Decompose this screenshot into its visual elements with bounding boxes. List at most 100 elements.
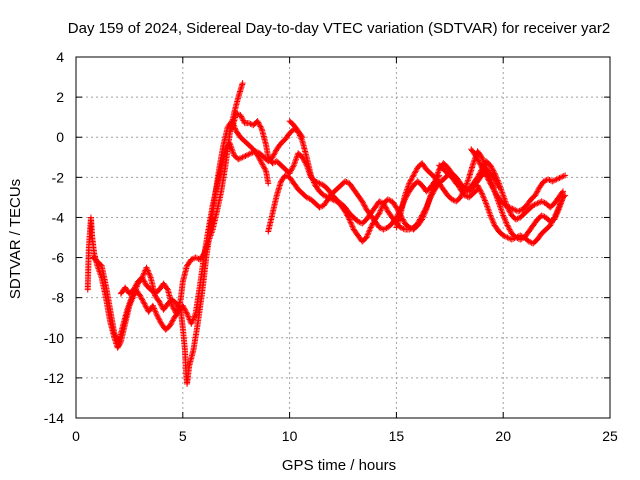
- data-point-marker: [558, 198, 565, 205]
- data-point-marker: [507, 227, 514, 234]
- data-point-marker: [335, 199, 342, 206]
- data-point-marker: [457, 194, 464, 201]
- data-point-marker: [513, 234, 520, 241]
- data-point-marker: [235, 156, 242, 163]
- data-point-marker: [242, 152, 249, 159]
- data-point-marker: [488, 164, 495, 171]
- data-point-marker: [137, 293, 144, 300]
- data-point-marker: [413, 166, 420, 173]
- data-point-marker: [270, 151, 277, 158]
- data-point-marker: [378, 206, 385, 213]
- data-point-marker: [349, 223, 356, 230]
- data-point-marker: [347, 217, 354, 224]
- data-point-marker: [184, 312, 191, 319]
- data-point-marker: [138, 295, 145, 302]
- data-point-marker: [458, 191, 465, 198]
- data-point-marker: [489, 218, 496, 225]
- data-point-marker: [480, 168, 487, 175]
- data-point-marker: [111, 330, 118, 337]
- grid-layer: [76, 57, 610, 418]
- data-point-marker: [555, 205, 562, 212]
- data-point-marker: [139, 296, 146, 303]
- data-point-marker: [532, 191, 539, 198]
- data-point-marker: [546, 177, 553, 184]
- data-point-marker: [185, 313, 192, 320]
- data-point-marker: [367, 224, 374, 231]
- data-point-marker: [491, 188, 498, 195]
- data-point-marker: [146, 271, 153, 278]
- data-point-marker: [342, 178, 349, 185]
- data-point-marker: [540, 213, 547, 220]
- data-point-marker: [188, 319, 195, 326]
- data-point-marker: [473, 153, 480, 160]
- data-point-marker: [562, 172, 569, 179]
- tick-layer: 0 5 10 15 20 25 -14 -12 -10 -8 -6 -4 -2 0 2 4: [44, 49, 618, 444]
- data-point-marker: [363, 234, 370, 241]
- y-tick-label: -10: [44, 330, 64, 346]
- data-point-marker: [183, 309, 190, 316]
- series-track-f: [286, 118, 502, 233]
- data-point-marker: [149, 302, 156, 309]
- y-tick-label: -4: [52, 209, 65, 225]
- data-point-marker: [376, 224, 383, 231]
- data-point-marker: [188, 320, 195, 327]
- data-point-marker: [553, 210, 560, 217]
- data-point-marker: [322, 193, 329, 200]
- data-point-marker: [323, 193, 330, 200]
- data-point-marker: [553, 176, 560, 183]
- series-track-c: [117, 80, 246, 317]
- data-point-marker: [547, 222, 554, 229]
- data-point-marker: [192, 312, 199, 319]
- data-point-marker: [487, 213, 494, 220]
- data-point-marker: [311, 180, 318, 187]
- data-point-marker: [254, 118, 261, 125]
- data-point-marker: [540, 178, 547, 185]
- data-point-marker: [525, 238, 532, 245]
- data-point-marker: [258, 158, 265, 165]
- data-point-marker: [502, 202, 509, 209]
- data-point-marker: [238, 113, 245, 120]
- data-point-marker: [478, 154, 485, 161]
- data-point-marker: [383, 205, 390, 212]
- data-point-marker: [190, 316, 197, 323]
- data-point-marker: [548, 219, 555, 226]
- data-point-marker: [151, 306, 158, 313]
- data-point-marker: [348, 222, 355, 229]
- data-point-marker: [316, 204, 323, 211]
- data-point-marker: [491, 170, 498, 177]
- data-point-marker: [557, 174, 564, 181]
- data-point-marker: [252, 148, 259, 155]
- data-point-marker: [151, 305, 158, 312]
- data-point-marker: [262, 166, 269, 173]
- data-point-marker: [429, 190, 436, 197]
- data-point-marker: [477, 153, 484, 160]
- data-point-marker: [181, 305, 188, 312]
- data-point-marker: [362, 203, 369, 210]
- data-point-marker: [551, 214, 558, 221]
- data-point-marker: [191, 313, 198, 320]
- data-point-marker: [550, 215, 557, 222]
- series-track-h: [436, 158, 567, 223]
- data-point-marker: [476, 170, 483, 177]
- data-point-marker: [487, 212, 494, 219]
- x-tick-label: 10: [282, 428, 298, 444]
- data-point-marker: [500, 232, 507, 239]
- data-point-marker: [311, 179, 318, 186]
- data-point-marker: [346, 216, 353, 223]
- data-point-marker: [140, 299, 147, 306]
- data-point-marker: [298, 136, 305, 143]
- data-point-marker: [145, 268, 152, 275]
- data-point-marker: [481, 169, 488, 176]
- data-point-marker: [416, 216, 423, 223]
- data-point-marker: [261, 165, 268, 172]
- data-point-marker: [487, 180, 494, 187]
- data-point-marker: [494, 177, 501, 184]
- data-point-marker: [155, 315, 162, 322]
- data-point-marker: [478, 164, 485, 171]
- data-point-marker: [381, 201, 388, 208]
- data-point-marker: [130, 286, 137, 293]
- series-track-i: [474, 182, 569, 247]
- data-point-marker: [167, 321, 174, 328]
- data-point-marker: [131, 285, 138, 292]
- data-point-marker: [296, 132, 303, 139]
